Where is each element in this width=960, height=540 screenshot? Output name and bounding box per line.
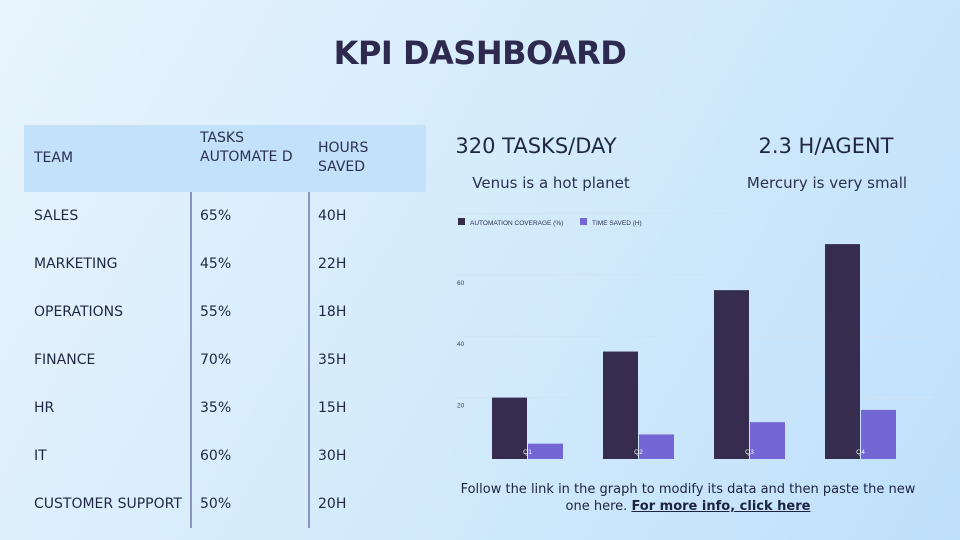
team-cell: OPERATIONS	[34, 303, 124, 320]
bar-time-saved	[861, 409, 896, 459]
page-title: KPI DASHBOARD	[333, 34, 627, 72]
team-cell: IT	[34, 447, 47, 464]
table-row: SALES 65% 40H	[24, 192, 426, 240]
stat-hours-desc: Mercury is very small	[746, 174, 908, 192]
table-body: SALES 65% 40H MARKETING 45% 22H OPERATIO…	[24, 192, 426, 528]
stat-tasks-desc: Venus is a hot planet	[472, 174, 630, 192]
hours-cell: 22H	[318, 255, 347, 272]
team-cell: MARKETING	[34, 255, 118, 272]
team-cell: FINANCE	[34, 351, 96, 368]
table-row: HR 35% 15H	[24, 384, 426, 432]
x-category-label: Q3	[745, 449, 754, 456]
tasks-cell: 60%	[200, 447, 232, 464]
hours-cell: 18H	[318, 303, 347, 320]
hours-cell: 35H	[318, 351, 347, 368]
legend-swatch	[580, 218, 587, 225]
x-category-label: Q1	[523, 449, 532, 456]
tasks-cell: 70%	[200, 351, 232, 368]
hours-cell: 40H	[318, 207, 347, 224]
bar-coverage	[714, 290, 749, 459]
legend-swatch	[458, 218, 465, 225]
table-row: FINANCE 70% 35H	[24, 336, 426, 384]
bar-time-saved	[528, 443, 563, 459]
more-info-link[interactable]: For more info, click here	[631, 499, 811, 514]
x-category-label: Q4	[856, 449, 865, 456]
header-hours-saved: HOURS SAVED	[318, 140, 369, 175]
stat-tasks-per-day: 320 TASKS/DAY	[455, 134, 617, 158]
tasks-cell: 55%	[200, 303, 232, 320]
bar-time-saved	[639, 434, 674, 459]
table-header: TEAM TASKS AUTOMATE D HOURS SAVED	[24, 125, 426, 192]
tasks-cell: 50%	[200, 495, 232, 512]
team-cell: CUSTOMER SUPPORT	[34, 495, 182, 512]
table-row: IT 60% 30H	[24, 432, 426, 480]
y-tick-label: 20	[457, 403, 465, 410]
column-divider	[190, 192, 192, 528]
x-category-label: Q2	[634, 449, 643, 456]
table-row: MARKETING 45% 22H	[24, 240, 426, 288]
header-tasks-automated: TASKS AUTOMATE D	[200, 130, 293, 165]
team-table: TEAM TASKS AUTOMATE D HOURS SAVED SALES …	[24, 125, 426, 528]
footer-note: Follow the link in the graph to modify i…	[448, 481, 928, 515]
table-row: OPERATIONS 55% 18H	[24, 288, 426, 336]
bar-coverage	[603, 351, 638, 459]
tasks-cell: 45%	[200, 255, 232, 272]
bar-coverage	[492, 397, 527, 459]
stat-hours-per-agent: 2.3 H/AGENT	[758, 134, 894, 158]
team-cell: HR	[34, 399, 55, 416]
column-divider	[308, 192, 310, 528]
y-tick-label: 60	[457, 280, 465, 287]
bar-time-saved	[750, 422, 785, 459]
y-tick-label: 40	[457, 341, 465, 348]
legend-label: TIME SAVED (H)	[592, 220, 642, 227]
hours-cell: 20H	[318, 495, 347, 512]
header-team: TEAM	[34, 150, 74, 166]
bar-chart[interactable]: 20 40 60 AUTOMATION COVERAGE (%) TIME SAVED …	[448, 208, 936, 464]
legend-label: AUTOMATION COVERAGE (%)	[470, 220, 563, 227]
table-row: CUSTOMER SUPPORT 50% 20H	[24, 480, 426, 528]
team-cell: SALES	[34, 207, 79, 224]
footer-text: Follow the link in the graph to modify i…	[460, 482, 916, 514]
tasks-cell: 65%	[200, 207, 232, 224]
hours-cell: 30H	[318, 447, 347, 464]
tasks-cell: 35%	[200, 399, 232, 416]
bar-coverage	[825, 244, 860, 459]
hours-cell: 15H	[318, 399, 347, 416]
